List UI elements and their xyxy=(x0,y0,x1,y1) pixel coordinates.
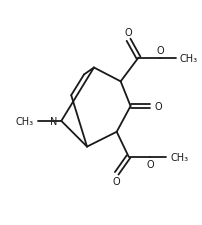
Text: O: O xyxy=(156,45,164,55)
Text: O: O xyxy=(154,102,162,112)
Text: O: O xyxy=(125,28,132,38)
Text: O: O xyxy=(146,160,154,170)
Text: CH₃: CH₃ xyxy=(170,152,188,162)
Text: CH₃: CH₃ xyxy=(180,53,198,63)
Text: CH₃: CH₃ xyxy=(16,116,34,126)
Text: N: N xyxy=(50,116,57,126)
Text: O: O xyxy=(113,176,121,187)
